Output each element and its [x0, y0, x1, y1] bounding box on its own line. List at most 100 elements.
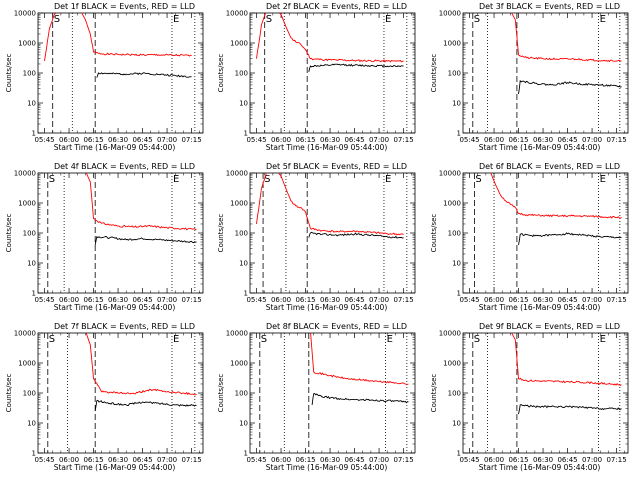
time-marker-label: E — [173, 14, 179, 25]
y-tick-label: 1000 — [18, 360, 36, 368]
y-tick-label: 1000 — [443, 40, 461, 48]
x-tick-label: 06:30 — [108, 136, 128, 144]
x-tick-label: 07:00 — [582, 456, 602, 464]
x-tick-label: 07:15 — [181, 136, 201, 144]
x-tick-label: 05:45 — [34, 136, 54, 144]
x-tick-label: 06:45 — [557, 456, 577, 464]
x-tick-label: 07:00 — [582, 296, 602, 304]
time-marker-label: S — [474, 14, 480, 25]
y-axis-label: Counts/sec — [430, 214, 438, 253]
y-axis-label: Counts/sec — [5, 214, 13, 253]
events-series-line — [96, 72, 192, 78]
chart-panel-5: Det 5f BLACK = Events, RED = LLD 1 10 100 10… — [217, 162, 416, 312]
y-tick-label: 1 — [32, 130, 36, 138]
x-tick-label: 06:45 — [557, 136, 577, 144]
y-axis-label: Counts/sec — [217, 214, 225, 253]
events-series-line — [308, 231, 404, 239]
x-tick-label: 06:30 — [320, 136, 340, 144]
plot-frame — [462, 172, 629, 294]
time-marker-label: E — [600, 334, 606, 345]
x-tick-label: 06:45 — [557, 296, 577, 304]
y-tick-label: 1000 — [18, 200, 36, 208]
x-axis-label: Start Time (16-Mar-09 05:44:00) — [54, 143, 176, 152]
x-axis-label: Start Time (16-Mar-09 05:44:00) — [54, 463, 176, 472]
y-tick-label: 10000 — [439, 330, 461, 338]
chart-panel-6: Det 6f BLACK = Events, RED = LLD 1 10 100 10… — [430, 162, 629, 312]
x-tick-label: 07:15 — [393, 456, 413, 464]
x-tick-label: 05:45 — [459, 136, 479, 144]
x-tick-label: 06:00 — [271, 296, 291, 304]
time-marker-label: E — [600, 14, 606, 25]
y-tick-label: 1 — [244, 450, 248, 458]
x-tick-label: 07:15 — [606, 456, 626, 464]
y-tick-label: 1000 — [230, 40, 248, 48]
chart-title: Det 7f BLACK = Events, RED = LLD — [54, 322, 195, 331]
time-marker-label: E — [387, 334, 393, 345]
x-axis-label: Start Time (16-Mar-09 05:44:00) — [54, 303, 176, 312]
chart-title: Det 2f BLACK = Events, RED = LLD — [266, 2, 407, 11]
chart-panel-2: Det 2f BLACK = Events, RED = LLD 1 10 100 10… — [217, 2, 416, 152]
y-tick-label: 10 — [452, 420, 461, 428]
x-tick-label: 06:00 — [59, 136, 79, 144]
y-tick-label: 10000 — [439, 170, 461, 178]
x-tick-label: 07:00 — [369, 456, 389, 464]
y-tick-label: 10000 — [14, 330, 36, 338]
time-marker-label: S — [49, 174, 55, 185]
x-axis-label: Start Time (16-Mar-09 05:44:00) — [266, 463, 388, 472]
lld-series-line — [511, 333, 622, 386]
y-tick-label: 10 — [27, 260, 36, 268]
lld-series-line — [511, 13, 622, 63]
chart-title: Det 5f BLACK = Events, RED = LLD — [266, 162, 407, 171]
time-marker-label: S — [474, 334, 480, 345]
y-tick-label: 1000 — [18, 40, 36, 48]
time-marker-label: E — [173, 334, 179, 345]
y-axis-label: Counts/sec — [5, 54, 13, 93]
y-tick-label: 100 — [235, 70, 248, 78]
x-tick-label: 06:00 — [59, 456, 79, 464]
events-series-line — [518, 232, 622, 245]
chart-panel-7: Det 7f BLACK = Events, RED = LLD 1 10 100 10… — [5, 322, 204, 472]
chart-title: Det 1f BLACK = Events, RED = LLD — [54, 2, 195, 11]
x-axis-label: Start Time (16-Mar-09 05:44:00) — [479, 463, 601, 472]
x-tick-label: 06:15 — [83, 136, 103, 144]
x-tick-label: 06:15 — [295, 136, 315, 144]
x-tick-label: 05:45 — [34, 296, 54, 304]
chart-panel-8: Det 8f BLACK = Events, RED = LLD 1 10 100 10… — [217, 322, 416, 472]
plot-frame — [249, 12, 416, 134]
x-tick-label: 07:00 — [582, 136, 602, 144]
chart-panel-9: Det 9f BLACK = Events, RED = LLD 1 10 100 10… — [430, 322, 629, 472]
y-tick-label: 10000 — [226, 170, 248, 178]
time-marker-label: E — [600, 174, 606, 185]
lld-series-line — [256, 13, 404, 63]
time-marker-label: S — [54, 14, 60, 25]
lld-series-line — [489, 173, 622, 219]
x-tick-label: 07:15 — [181, 296, 201, 304]
y-tick-label: 10 — [239, 100, 248, 108]
y-tick-label: 100 — [448, 390, 461, 398]
x-tick-label: 05:45 — [459, 296, 479, 304]
x-tick-label: 05:45 — [246, 456, 266, 464]
y-tick-label: 1 — [32, 290, 36, 298]
x-tick-label: 06:15 — [508, 456, 528, 464]
events-series-line — [518, 404, 622, 415]
x-tick-label: 06:45 — [344, 296, 364, 304]
time-marker-label: S — [49, 334, 55, 345]
y-tick-label: 1 — [244, 290, 248, 298]
y-tick-label: 10000 — [226, 10, 248, 18]
x-tick-label: 06:00 — [59, 296, 79, 304]
y-tick-label: 100 — [235, 230, 248, 238]
x-tick-label: 06:00 — [484, 296, 504, 304]
x-tick-label: 06:45 — [344, 136, 364, 144]
time-marker-label: E — [385, 174, 391, 185]
x-tick-label: 06:15 — [508, 136, 528, 144]
x-tick-label: 07:15 — [181, 456, 201, 464]
time-marker-label: E — [385, 14, 391, 25]
time-marker-label: S — [475, 174, 481, 185]
y-tick-label: 10000 — [14, 170, 36, 178]
x-tick-label: 07:15 — [393, 296, 413, 304]
x-tick-label: 06:30 — [320, 456, 340, 464]
x-axis-label: Start Time (16-Mar-09 05:44:00) — [479, 143, 601, 152]
y-tick-label: 10 — [239, 420, 248, 428]
chart-panel-3: Det 3f BLACK = Events, RED = LLD 1 10 100 10… — [430, 2, 629, 152]
